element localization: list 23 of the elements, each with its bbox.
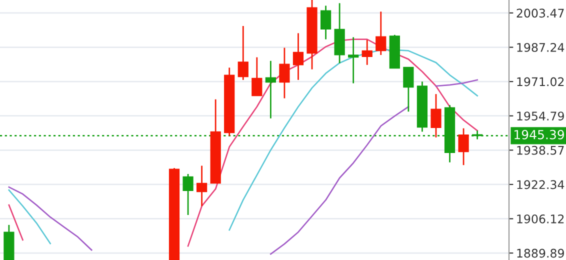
ref-line-label: 1945.39 (514, 130, 564, 140)
y-tick-label: 1938.57 (517, 146, 564, 155)
candlestick (403, 66, 414, 112)
candlestick (252, 56, 262, 96)
candlestick (182, 173, 194, 216)
y-tick-label: 1889.89 (517, 248, 564, 258)
candlestick (458, 128, 469, 166)
y-tick-label: 1906.12 (517, 214, 564, 224)
y-tick-label: 1971.02 (517, 77, 564, 86)
candlestick (430, 93, 442, 138)
candlestick (279, 47, 290, 99)
candlestick (362, 39, 372, 66)
candlestick (348, 36, 359, 84)
y-tick-label: 1954.79 (517, 112, 564, 121)
candlestick (320, 5, 332, 40)
candlestick (238, 25, 248, 81)
candlestick (292, 32, 304, 81)
candlestick (376, 10, 386, 56)
y-tick-label: 1922.34 (517, 180, 564, 190)
candlestick (196, 165, 208, 207)
y-tick-label: 1987.24 (517, 42, 564, 52)
candlestick (265, 60, 276, 120)
y-tick-label: 2003.47 (516, 8, 564, 18)
